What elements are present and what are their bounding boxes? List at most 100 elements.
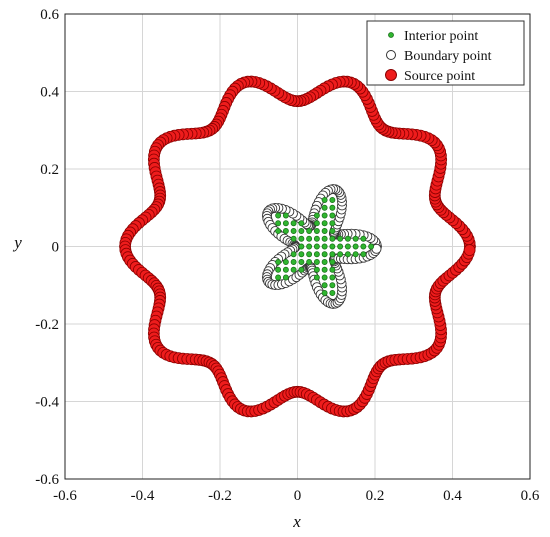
legend-source-label: Source point — [404, 69, 475, 84]
interior-point — [290, 251, 297, 258]
interior-point — [275, 259, 282, 265]
interior-point — [298, 235, 305, 242]
interior-point — [321, 282, 328, 289]
x-tick-label: 0.4 — [443, 488, 462, 504]
interior-point — [352, 235, 359, 242]
interior-point — [298, 251, 305, 258]
interior-point — [344, 243, 351, 250]
legend-source-marker — [385, 69, 397, 81]
interior-point — [329, 235, 336, 242]
interior-point — [321, 197, 328, 203]
plot-frame — [64, 13, 531, 480]
interior-point — [321, 212, 328, 219]
interior-point — [290, 266, 297, 273]
x-tick-labels: -0.6 -0.4 -0.2 0 0.2 0.4 0.6 — [53, 488, 540, 504]
interior-point — [275, 228, 282, 234]
y-tick-label: -0.6 — [35, 472, 59, 488]
y-tick-labels: -0.6 -0.4 -0.2 0 0.2 0.4 0.6 — [35, 7, 59, 488]
interior-point — [329, 282, 336, 289]
interior-point — [282, 212, 289, 219]
source-point — [463, 244, 476, 257]
interior-point — [298, 220, 305, 227]
interior-point — [290, 235, 297, 242]
interior-point — [360, 235, 367, 242]
x-axis-label: x — [292, 512, 301, 531]
interior-point — [306, 243, 313, 250]
interior-point — [313, 212, 320, 219]
interior-point — [298, 243, 305, 250]
interior-point — [352, 251, 359, 258]
y-tick-label: -0.2 — [35, 317, 59, 333]
interior-point — [275, 274, 282, 281]
interior-point — [329, 243, 336, 250]
interior-point — [329, 266, 336, 273]
grid — [65, 14, 530, 479]
interior-point — [313, 251, 320, 258]
interior-point — [282, 266, 289, 273]
interior-point — [329, 251, 336, 258]
interior-point — [329, 212, 336, 219]
y-tick-label: -0.4 — [35, 395, 59, 411]
interior-point — [329, 204, 336, 211]
interior-point — [321, 243, 328, 250]
interior-point — [275, 220, 282, 227]
interior-point — [298, 259, 305, 265]
interior-point — [306, 251, 313, 258]
interior-point — [337, 251, 344, 258]
legend-interior-label: Interior point — [404, 29, 478, 44]
interior-point — [321, 228, 328, 234]
y-tick-label: 0 — [52, 240, 60, 256]
interior-point — [368, 243, 375, 250]
x-tick-label: -0.4 — [131, 488, 155, 504]
interior-point — [282, 220, 289, 227]
interior-point — [344, 251, 351, 258]
interior-points — [275, 197, 375, 296]
interior-point — [290, 228, 297, 234]
interior-point — [337, 243, 344, 250]
interior-point — [290, 259, 297, 265]
x-tick-label: 0.6 — [521, 488, 540, 504]
interior-point — [321, 204, 328, 211]
legend-interior-marker — [388, 32, 394, 38]
interior-point — [298, 266, 305, 273]
y-tick-label: 0.2 — [40, 162, 59, 178]
interior-point — [313, 235, 320, 242]
interior-point — [290, 220, 297, 227]
x-tick-label: -0.6 — [53, 488, 77, 504]
interior-point — [329, 290, 336, 296]
interior-point — [329, 220, 336, 227]
interior-point — [352, 243, 359, 250]
interior-point — [298, 228, 305, 234]
interior-point — [329, 259, 336, 265]
legend-boundary-marker — [386, 50, 396, 60]
interior-point — [313, 220, 320, 227]
interior-point — [344, 235, 351, 242]
interior-point — [321, 251, 328, 258]
interior-point — [360, 251, 367, 258]
interior-point — [282, 228, 289, 234]
interior-point — [313, 274, 320, 281]
y-tick-label: 0.6 — [40, 7, 59, 23]
interior-point — [360, 243, 367, 250]
interior-point — [313, 243, 320, 250]
y-axis-label: y — [12, 233, 22, 252]
interior-point — [306, 235, 313, 242]
interior-point — [275, 212, 282, 219]
interior-point — [321, 220, 328, 227]
legend: Interior point Boundary point Source poi… — [366, 20, 525, 86]
x-tick-label: -0.2 — [208, 488, 232, 504]
interior-point — [321, 266, 328, 273]
interior-point — [275, 266, 282, 273]
interior-point — [321, 259, 328, 265]
interior-point — [306, 259, 313, 265]
interior-point — [282, 259, 289, 265]
y-tick-label: 0.4 — [40, 85, 59, 101]
interior-point — [321, 290, 328, 296]
interior-point — [282, 274, 289, 281]
interior-point — [329, 197, 336, 203]
interior-point — [313, 266, 320, 273]
legend-boundary-label: Boundary point — [404, 49, 492, 64]
interior-point — [337, 235, 344, 242]
interior-point — [306, 228, 313, 234]
